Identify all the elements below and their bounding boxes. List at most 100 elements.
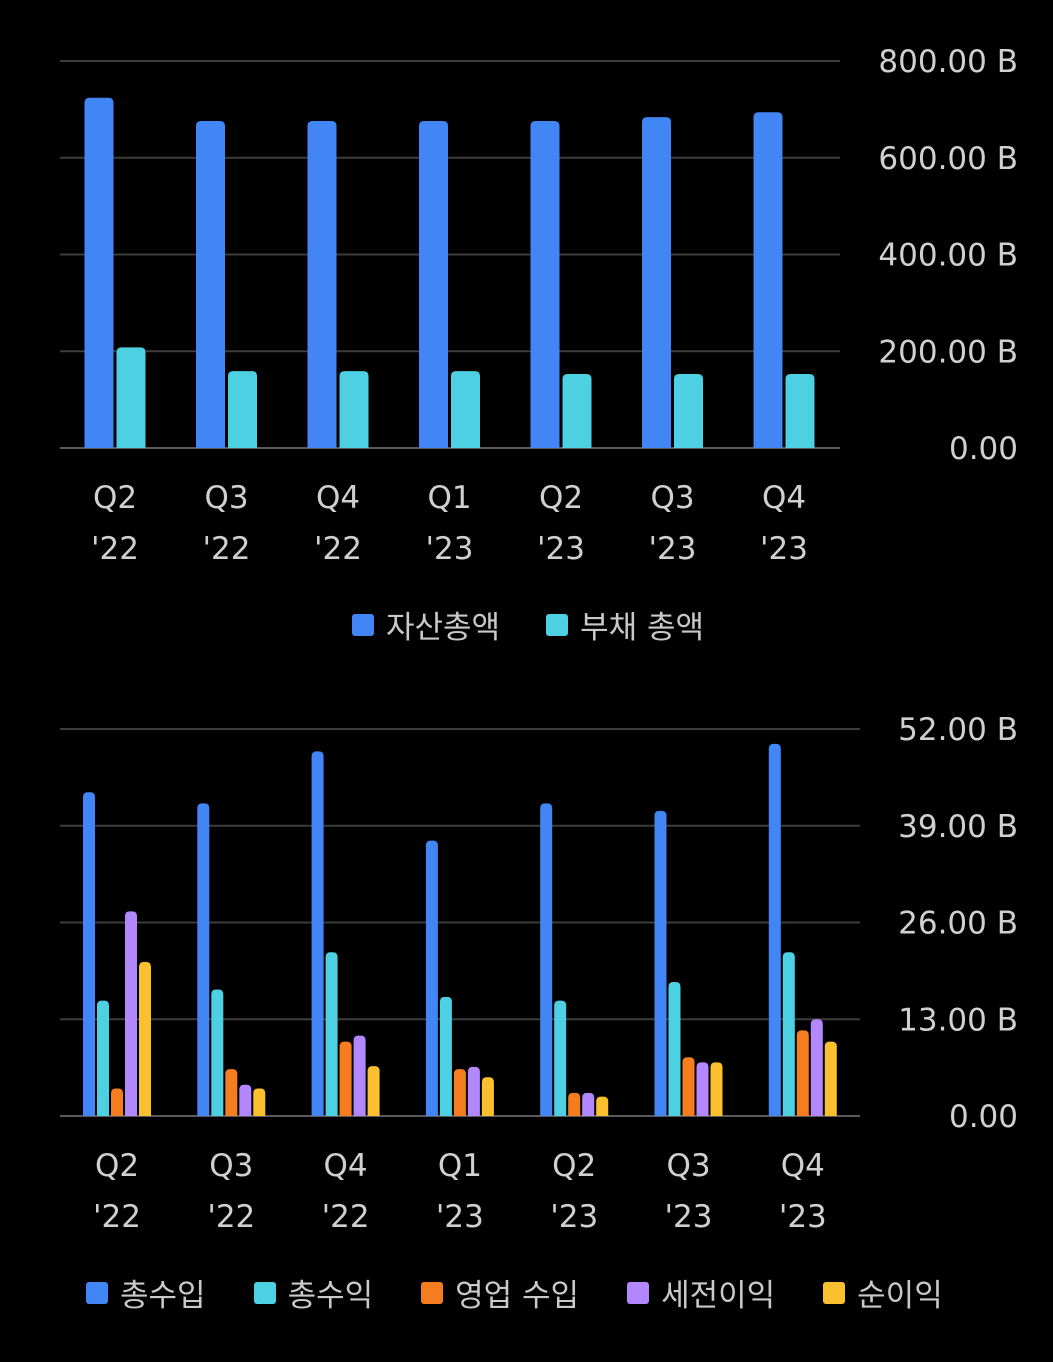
legend-label-total-liabilities: 부채 총액: [580, 610, 705, 646]
legend-swatch-total-revenue: [86, 1281, 108, 1304]
chart2-y-tick-label: 39.00 B: [898, 809, 1018, 845]
legend-item-net-income[interactable]: 순이익: [823, 1270, 943, 1315]
chart1-x-tick-label-year: '22: [203, 531, 251, 567]
legend-bottom-chart: 총수입 총수익 영업 수입 세전이익 순이익: [86, 1270, 991, 1315]
legend-swatch-operating-income: [421, 1281, 444, 1304]
chart2-bar: [253, 1088, 266, 1116]
legend-item-gross-profit[interactable]: 총수익: [253, 1270, 374, 1315]
chart1-bar: [530, 120, 560, 449]
chart2-y-tick-label: 0.00: [949, 1099, 1018, 1135]
legend-swatch-total-assets: [352, 613, 374, 636]
legend-label-gross-profit: 총수익: [287, 1278, 374, 1314]
chart1-y-tick-label: 600.00 B: [878, 141, 1018, 177]
chart1-x-tick-label-year: '23: [537, 531, 585, 567]
chart1-y-tick-label: 800.00 B: [878, 44, 1018, 80]
chart2-x-tick-label: Q2: [552, 1148, 596, 1184]
chart2-x-tick-label-year: '23: [550, 1199, 598, 1235]
legend-top-chart: 자산총액 부채 총액: [352, 602, 704, 647]
chart2-bar: [367, 1066, 380, 1116]
chart2-x-tick-label: Q3: [209, 1148, 253, 1184]
chart1-bar: [116, 347, 146, 448]
chart2-bar: [225, 1069, 238, 1116]
chart2-bar: [83, 792, 95, 1116]
chart2-bar: [125, 911, 137, 1116]
chart2-bar: [554, 1000, 567, 1116]
chart2-bar: [197, 803, 210, 1116]
chart1-bar: [228, 371, 257, 448]
legend-item-operating-income[interactable]: 영업 수입: [421, 1270, 579, 1315]
chart2-x-tick-label: Q4: [781, 1148, 825, 1184]
chart1-bar: [196, 120, 225, 449]
chart2-x-tick-label-year: '23: [665, 1199, 713, 1235]
chart1-bar: [785, 373, 815, 448]
legend-swatch-net-income: [823, 1281, 846, 1304]
chart2-bar: [311, 751, 324, 1116]
chart2-bar: [481, 1077, 494, 1116]
legend-swatch-gross-profit: [253, 1281, 276, 1304]
chart2-bar: [439, 996, 452, 1116]
legend-label-operating-income: 영업 수입: [455, 1278, 580, 1314]
chart1-x-tick-label: Q1: [427, 480, 471, 516]
legend-item-total-assets[interactable]: 자산총액: [352, 602, 500, 647]
chart1-x-tick-label: Q4: [762, 480, 806, 516]
chart2-bar: [111, 1088, 123, 1116]
chart1-bar: [419, 120, 448, 449]
chart2-x-tick-label-year: '22: [93, 1199, 141, 1235]
chart2-x-tick-label: Q2: [95, 1148, 139, 1184]
chart1-x-tick-label-year: '22: [314, 531, 362, 567]
chart2-x-tick-label-year: '22: [322, 1199, 370, 1235]
legend-item-pretax-income[interactable]: 세전이익: [627, 1270, 775, 1315]
legend-label-net-income: 순이익: [857, 1278, 943, 1314]
legend-label-total-assets: 자산총액: [386, 610, 501, 646]
chart1-bar: [642, 117, 671, 449]
chart2-bar: [696, 1062, 709, 1116]
legend-item-total-liabilities[interactable]: 부채 총액: [546, 602, 704, 647]
chart2-bar: [453, 1069, 466, 1116]
chart2-bar: [668, 982, 681, 1116]
chart1-bar: [562, 373, 592, 448]
chart2-bar: [211, 989, 224, 1116]
chart2-bar: [425, 840, 438, 1116]
chart2-bar: [467, 1066, 480, 1116]
chart2-bar: [796, 1030, 809, 1116]
chart2-x-tick-label-year: '23: [779, 1199, 827, 1235]
chart2-x-tick-label: Q4: [324, 1148, 368, 1184]
chart2-bar: [810, 1019, 823, 1116]
chart2-x-tick-label-year: '23: [436, 1199, 484, 1235]
chart1-x-tick-label: Q2: [93, 480, 137, 516]
chart2-bar: [325, 952, 338, 1116]
chart2-bar: [353, 1035, 366, 1116]
chart2-bar: [540, 803, 553, 1116]
chart2-bar: [768, 743, 781, 1116]
chart2-x-tick-label: Q3: [666, 1148, 710, 1184]
chart1-y-tick-label: 400.00 B: [878, 238, 1018, 274]
chart2-x-tick-label: Q1: [438, 1148, 482, 1184]
chart2-bar: [139, 961, 151, 1116]
legend-label-pretax-income: 세전이익: [661, 1278, 776, 1314]
chart2-bar: [239, 1084, 252, 1116]
chart1-bar: [339, 371, 369, 448]
chart2-bar: [710, 1062, 723, 1116]
chart1-x-tick-label-year: '23: [426, 531, 474, 567]
legend-swatch-total-liabilities: [546, 613, 569, 636]
chart2-bar: [824, 1041, 837, 1116]
chart2-bar: [654, 810, 667, 1116]
chart1-y-tick-label: 200.00 B: [878, 334, 1018, 370]
chart2-bar: [339, 1041, 352, 1116]
chart2-bar: [782, 952, 795, 1116]
chart1-x-tick-label: Q2: [539, 480, 583, 516]
chart1-y-tick-label: 0.00: [949, 431, 1018, 467]
chart2-bar: [596, 1096, 609, 1116]
chart2-x-tick-label-year: '22: [207, 1199, 255, 1235]
legend-item-total-revenue[interactable]: 총수입: [86, 1270, 206, 1315]
chart2-bar: [568, 1092, 581, 1116]
legend-swatch-pretax-income: [627, 1281, 650, 1304]
chart2-bar: [682, 1057, 695, 1116]
chart1-x-tick-label: Q3: [650, 480, 694, 516]
chart1-x-tick-label: Q4: [316, 480, 360, 516]
chart1-bar: [753, 112, 783, 448]
chart1-bar: [84, 97, 114, 448]
chart2-bar: [97, 1000, 109, 1116]
chart2-y-tick-label: 26.00 B: [898, 906, 1018, 942]
